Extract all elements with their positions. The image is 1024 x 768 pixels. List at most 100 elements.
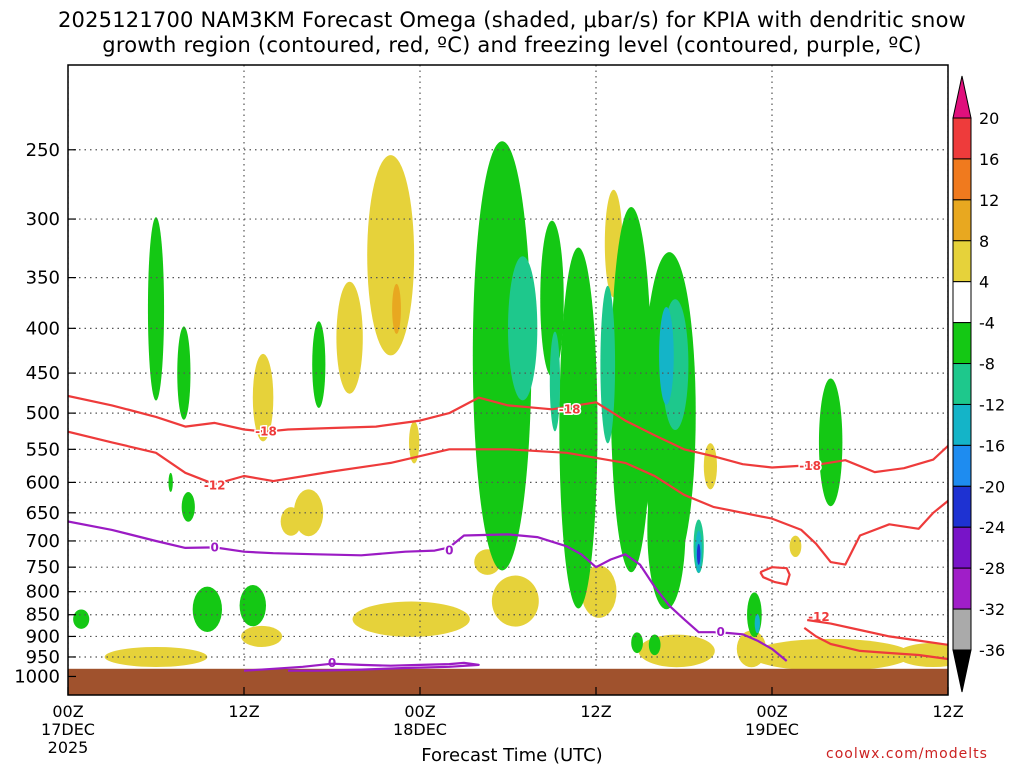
isotherm-label-0-1: -18 xyxy=(559,402,581,416)
omega-region-20 xyxy=(147,217,165,401)
colorbar-bin-16 xyxy=(952,117,972,160)
x-tick-date-0: 17DEC xyxy=(41,720,95,739)
colorbar-label--20: -20 xyxy=(979,477,1005,496)
y-tick-label-850: 850 xyxy=(26,605,60,626)
colorbar-label--36: -36 xyxy=(979,641,1005,660)
omega-region-45 xyxy=(754,613,760,634)
colorbar-bin--28 xyxy=(952,526,972,569)
chart-title-line-1: 2025121700 NAM3KM Forecast Omega (shaded… xyxy=(57,8,966,32)
omega-region-17 xyxy=(750,638,912,672)
y-tick-label-950: 950 xyxy=(26,647,60,668)
omega-region-2 xyxy=(367,155,415,356)
omega-region-10 xyxy=(491,575,539,627)
colorbar-label--12: -12 xyxy=(979,395,1005,414)
colorbar-bin--36 xyxy=(952,608,972,651)
isotherm-line-2 xyxy=(759,566,791,586)
colorbar-label-12: 12 xyxy=(979,191,999,210)
y-tick-label-650: 650 xyxy=(26,503,60,524)
y-tick-label-700: 700 xyxy=(26,531,60,552)
isotherm-line-6 xyxy=(243,661,480,672)
colorbar-bin--16 xyxy=(952,403,972,446)
omega-region-43 xyxy=(659,306,674,405)
colorbar: 20 16 12 8 4 -4 -8 -12 -16 -20 -24 -28 -32 -36 xyxy=(952,75,1005,693)
y-tick-label-450: 450 xyxy=(26,363,60,384)
omega-region-34 xyxy=(747,592,762,638)
omega-region-25 xyxy=(181,492,195,522)
omega-region-4 xyxy=(409,421,420,464)
x-tick-date-48: 19DEC xyxy=(745,720,799,739)
omega-region-3 xyxy=(392,283,401,334)
colorbar-bin--12 xyxy=(952,363,972,405)
isotherm-label-5-2: 0 xyxy=(716,625,724,639)
terrain xyxy=(68,668,948,695)
colorbar-label-20: 20 xyxy=(979,109,999,128)
colorbar-label--32: -32 xyxy=(979,600,1005,619)
x-tick-label-0: 00Z xyxy=(52,702,83,721)
omega-region-46 xyxy=(696,543,701,565)
omega-region-5 xyxy=(293,489,324,537)
isotherm-line-1 xyxy=(68,430,948,566)
x-tick-year-0: 2025 xyxy=(48,738,89,757)
omega-region-6 xyxy=(280,507,302,536)
y-tick-label-600: 600 xyxy=(26,472,60,493)
omega-region-23 xyxy=(192,586,222,633)
isotherm-label-0-2: -18 xyxy=(799,459,821,473)
colorbar-label-16: 16 xyxy=(979,150,999,169)
x-tick-label-12: 12Z xyxy=(228,702,259,721)
isotherm-line-0 xyxy=(68,394,948,474)
colorbar-bin--20 xyxy=(952,444,972,487)
colorbar-bin--8 xyxy=(952,322,972,365)
y-axis: 2503003504004505005506006507007508008509… xyxy=(14,140,76,687)
omega-region-1 xyxy=(336,281,363,394)
omega-region-28 xyxy=(472,141,532,571)
isotherm-contours: -18-18-18-12-120 000 xyxy=(68,394,948,672)
omega-region-7 xyxy=(252,353,274,442)
y-tick-label-500: 500 xyxy=(26,403,60,424)
colorbar-label--16: -16 xyxy=(979,436,1005,455)
watermark: coolwx.com/modelts xyxy=(826,746,988,762)
x-tick-label-60: 12Z xyxy=(932,702,963,721)
colorbar-bin-20 xyxy=(952,75,972,119)
colorbar-label--8: -8 xyxy=(979,355,995,374)
isotherm-label-5-0: 0 xyxy=(210,540,218,554)
omega-region-30 xyxy=(559,247,598,609)
isotherm-label-1-0: -12 xyxy=(204,479,226,493)
colorbar-label-4: 4 xyxy=(979,273,989,292)
isotherm-label-0-0: -18 xyxy=(255,425,277,439)
terrain-fill xyxy=(68,668,948,695)
omega-region-22 xyxy=(312,321,326,408)
x-axis-label: Forecast Time (UTC) xyxy=(421,745,603,766)
y-tick-label-1000: 1000 xyxy=(14,666,60,687)
colorbar-bin-8 xyxy=(952,199,972,242)
colorbar-bin-12 xyxy=(952,158,972,201)
omega-region-24 xyxy=(239,585,266,627)
y-tick-label-350: 350 xyxy=(26,268,60,289)
omega-region-36 xyxy=(631,632,643,654)
colorbar-bin--32 xyxy=(952,567,972,610)
colorbar-bin-4 xyxy=(952,240,972,283)
colorbar-bin--40 xyxy=(952,649,972,693)
y-tick-label-300: 300 xyxy=(26,209,60,230)
omega-region-40 xyxy=(600,285,616,444)
x-tick-label-24: 00Z xyxy=(404,702,435,721)
isotherm-line-5 xyxy=(68,520,788,662)
x-tick-date-24: 18DEC xyxy=(393,720,447,739)
y-tick-label-550: 550 xyxy=(26,439,60,460)
plot-grid xyxy=(68,65,948,695)
omega-region-39 xyxy=(549,331,561,432)
colorbar-label--28: -28 xyxy=(979,559,1005,578)
isotherm-line-3 xyxy=(807,618,948,646)
colorbar-bin--24 xyxy=(952,485,972,528)
omega-region-31 xyxy=(610,206,652,573)
y-tick-label-800: 800 xyxy=(26,582,60,603)
omega-region-35 xyxy=(818,378,843,507)
isotherm-label-5-1: 0 xyxy=(445,544,453,558)
y-tick-label-250: 250 xyxy=(26,140,60,161)
colorbar-bin--4 xyxy=(952,281,972,324)
colorbar-label--4: -4 xyxy=(979,314,995,333)
y-tick-label-750: 750 xyxy=(26,557,60,578)
isotherm-line-4 xyxy=(803,627,948,661)
colorbar-label--24: -24 xyxy=(979,518,1005,537)
